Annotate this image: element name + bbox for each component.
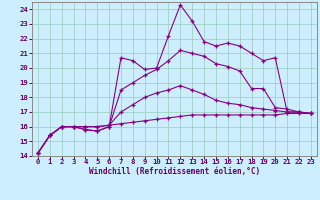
X-axis label: Windchill (Refroidissement éolien,°C): Windchill (Refroidissement éolien,°C) — [89, 167, 260, 176]
